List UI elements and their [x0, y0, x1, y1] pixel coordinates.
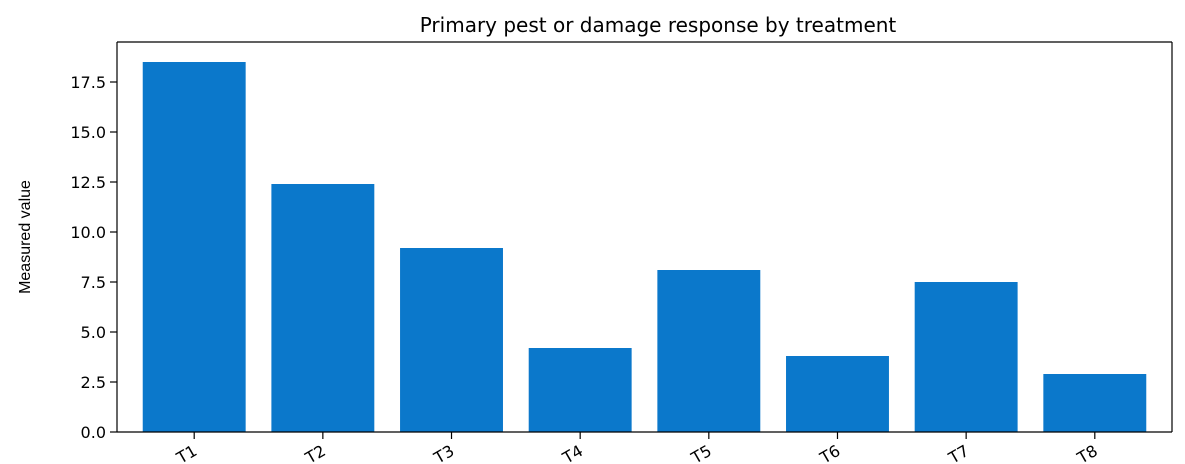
- y-tick-label: 2.5: [81, 373, 106, 392]
- bar-t6: [786, 356, 889, 432]
- x-tick-label-t8: T8: [1073, 441, 1101, 464]
- x-tick-label-t1: T1: [173, 441, 201, 464]
- bar-t5: [657, 270, 761, 432]
- y-tick-label: 0.0: [81, 423, 106, 442]
- x-tick-label-t2: T2: [301, 441, 329, 464]
- bar-t3: [400, 248, 503, 432]
- x-tick-label-t7: T7: [945, 441, 973, 464]
- y-tick-label: 15.0: [70, 123, 106, 142]
- bar-t2: [271, 184, 375, 432]
- x-tick-label-t5: T5: [687, 441, 715, 464]
- y-axis-title: Measured value: [17, 180, 34, 294]
- y-tick-label: 10.0: [70, 223, 106, 242]
- x-tick-label-t3: T3: [430, 441, 458, 464]
- bar-t1: [142, 62, 246, 432]
- y-tick-label: 12.5: [70, 173, 106, 192]
- x-tick-label-t4: T4: [559, 441, 587, 464]
- bar-t7: [914, 282, 1018, 432]
- bars-group: [142, 62, 1147, 432]
- chart-title: Primary pest or damage response by treat…: [420, 13, 897, 37]
- y-axis-ticks: 0.0 2.5 5.0 7.5 10.0 12.5 15.0 17.5: [70, 73, 117, 442]
- y-tick-label: 17.5: [70, 73, 106, 92]
- x-tick-label-t6: T6: [816, 441, 844, 464]
- y-tick-label: 5.0: [81, 323, 106, 342]
- bar-t4: [528, 348, 632, 432]
- y-tick-label: 7.5: [81, 273, 106, 292]
- x-axis-ticks: T1 T2 T3 T4 T5 T6 T7 T8: [173, 432, 1101, 464]
- bar-t8: [1043, 374, 1147, 432]
